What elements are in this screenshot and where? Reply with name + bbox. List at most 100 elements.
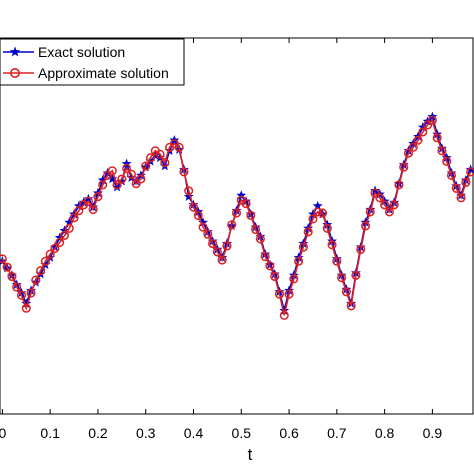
approx-point (155, 149, 165, 159)
exact-point (164, 145, 175, 156)
approx-point (466, 167, 474, 177)
approx-point (399, 162, 409, 172)
exact-point (465, 164, 474, 174)
approx-point (298, 242, 308, 252)
exact-point (236, 190, 247, 200)
exact-point (398, 159, 409, 170)
approx-point (303, 227, 313, 237)
exact-point (446, 167, 457, 178)
approx-point (7, 271, 17, 282)
approx-point (265, 261, 275, 271)
approx-point (322, 223, 332, 233)
exact-point (207, 236, 218, 246)
approx-point (126, 169, 136, 179)
approx-point (222, 241, 232, 251)
exact-point (59, 225, 70, 235)
legend-box (0, 38, 185, 86)
approx-point (380, 200, 390, 210)
exact-point (116, 176, 127, 186)
approx-point (231, 208, 242, 218)
exact-point (202, 226, 213, 237)
approx-point (255, 234, 265, 244)
approx-point (432, 133, 442, 143)
exact-point (437, 143, 447, 153)
approx-point (98, 180, 108, 190)
approx-point (160, 158, 170, 168)
exact-point (131, 176, 142, 186)
approx-point (131, 179, 141, 189)
exact-point (269, 268, 280, 279)
approx-point (36, 266, 46, 276)
approx-point (356, 244, 366, 255)
exact-point (145, 156, 156, 166)
exact-point (341, 284, 352, 294)
approx-point (174, 142, 184, 152)
approx-point (45, 249, 55, 259)
approx-point (394, 180, 404, 190)
approx-point (117, 174, 127, 184)
exact-point (83, 193, 94, 204)
exact-point (40, 259, 51, 269)
approx-point (442, 156, 452, 166)
approx-point (40, 256, 50, 266)
exact-point (384, 204, 395, 214)
legend-star-icon (9, 46, 21, 57)
approx-point (136, 174, 146, 184)
approx-point (308, 214, 318, 224)
approx-point (408, 142, 418, 152)
exact-point (107, 173, 118, 184)
approx-point (203, 229, 213, 239)
approx-point (64, 223, 74, 233)
approx-point (102, 170, 113, 181)
approx-point (83, 196, 93, 206)
approx-point (289, 274, 299, 284)
x-tick-label: 0.2 (88, 425, 108, 441)
x-tick-label: 0.8 (375, 425, 395, 441)
approx-point (384, 207, 394, 217)
exact-point (54, 232, 65, 242)
approx-point (337, 273, 347, 283)
exact-point (231, 205, 242, 215)
approx-point (403, 148, 414, 158)
exact-point (155, 152, 165, 163)
exact-point (45, 252, 56, 262)
approx-point (437, 146, 447, 156)
legend-label-approx: Approximate solution (38, 65, 169, 81)
approx-point (423, 120, 433, 130)
approx-point (12, 282, 22, 292)
legend-label-exact: Exact solution (38, 44, 125, 60)
approx-point (360, 221, 371, 231)
approx-point (446, 170, 457, 181)
approx-point (193, 210, 203, 220)
exact-point (50, 241, 60, 252)
approx-point (184, 186, 194, 196)
exact-point (241, 196, 251, 206)
approx-point (69, 213, 79, 223)
exact-point (64, 217, 75, 227)
exact-point (102, 167, 113, 178)
approx-point (59, 230, 70, 240)
exact-point (255, 231, 266, 241)
exact-point (460, 174, 471, 185)
approx-point (88, 205, 98, 215)
exact-point (112, 182, 122, 192)
exact-point (279, 305, 290, 315)
approx-point (74, 206, 84, 216)
exact-point (183, 191, 194, 201)
exact-point (97, 174, 108, 185)
x-tick-label: 0.4 (184, 425, 204, 441)
approx-point (284, 289, 294, 299)
approx-point (341, 287, 351, 297)
approx-point (451, 183, 461, 193)
exact-point (451, 180, 462, 191)
approx-point (427, 115, 437, 125)
approx-point (365, 207, 375, 217)
x-tick-label: 0.3 (136, 425, 156, 441)
approx-point (270, 271, 280, 282)
exact-point (35, 268, 46, 279)
approx-point (188, 202, 199, 212)
approx-point (16, 290, 27, 300)
approx-point (50, 243, 60, 253)
approx-point (145, 153, 156, 163)
